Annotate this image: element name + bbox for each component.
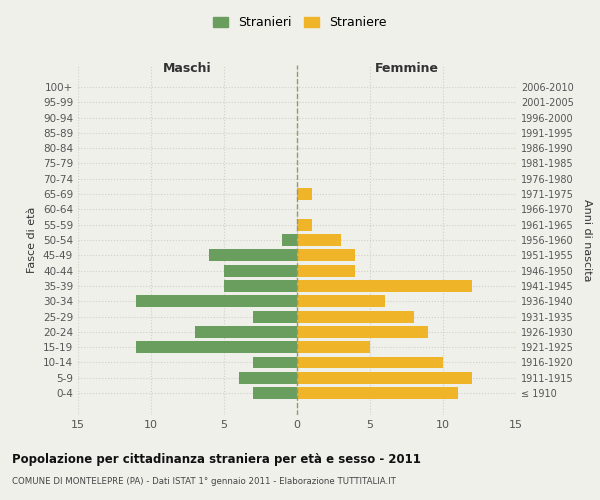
Bar	[195, 326, 297, 338]
Y-axis label: Fasce di età: Fasce di età	[28, 207, 37, 273]
Bar	[297, 234, 341, 246]
Bar	[224, 280, 297, 292]
Bar	[297, 280, 472, 292]
Bar	[297, 326, 428, 338]
Text: Popolazione per cittadinanza straniera per età e sesso - 2011: Popolazione per cittadinanza straniera p…	[12, 452, 421, 466]
Bar	[297, 264, 355, 276]
Bar	[297, 310, 414, 322]
Bar	[297, 387, 458, 399]
Bar	[297, 341, 370, 353]
Bar	[209, 250, 297, 262]
Legend: Stranieri, Straniere: Stranieri, Straniere	[208, 11, 392, 34]
Bar	[283, 234, 297, 246]
Bar	[297, 296, 385, 307]
Bar	[239, 372, 297, 384]
Bar	[253, 356, 297, 368]
Bar	[297, 188, 311, 200]
Bar	[136, 341, 297, 353]
Bar	[297, 372, 472, 384]
Text: Femmine: Femmine	[374, 62, 439, 74]
Bar	[253, 310, 297, 322]
Y-axis label: Anni di nascita: Anni di nascita	[582, 198, 592, 281]
Bar	[224, 264, 297, 276]
Text: Maschi: Maschi	[163, 62, 212, 74]
Bar	[297, 250, 355, 262]
Bar	[297, 356, 443, 368]
Bar	[253, 387, 297, 399]
Bar	[297, 218, 311, 230]
Bar	[136, 296, 297, 307]
Text: COMUNE DI MONTELEPRE (PA) - Dati ISTAT 1° gennaio 2011 - Elaborazione TUTTITALIA: COMUNE DI MONTELEPRE (PA) - Dati ISTAT 1…	[12, 478, 396, 486]
